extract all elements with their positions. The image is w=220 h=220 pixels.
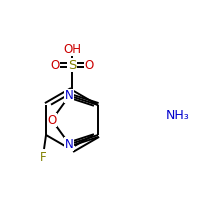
Text: N: N (65, 138, 74, 151)
Text: F: F (40, 150, 46, 163)
Text: OH: OH (63, 42, 81, 55)
Text: S: S (68, 59, 76, 72)
Text: O: O (50, 59, 60, 72)
Text: N: N (65, 89, 74, 102)
Text: O: O (84, 59, 94, 72)
Text: O: O (47, 114, 57, 126)
Text: NH₃: NH₃ (166, 108, 190, 121)
